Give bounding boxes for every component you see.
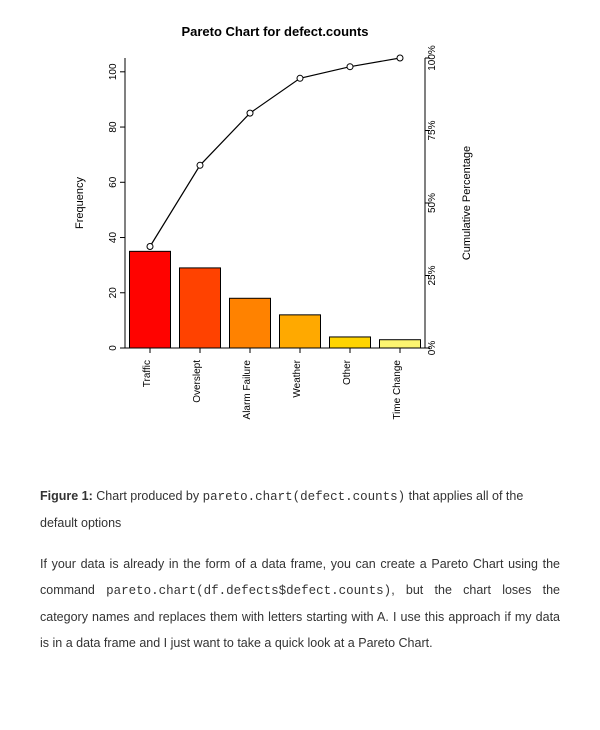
- pareto-chart: Pareto Chart for defect.counts 0 20 40 60 80 1…: [40, 8, 560, 463]
- svg-text:40: 40: [108, 232, 119, 244]
- page: Pareto Chart for defect.counts 0 20 40 60 80 1…: [0, 0, 600, 730]
- svg-text:75%: 75%: [427, 120, 438, 140]
- svg-text:Traffic: Traffic: [142, 360, 153, 387]
- svg-text:60: 60: [108, 176, 119, 188]
- svg-text:80: 80: [108, 121, 119, 133]
- svg-text:100: 100: [108, 63, 119, 80]
- caption-code: pareto.chart(defect.counts): [203, 490, 406, 504]
- svg-text:Alarm Failure: Alarm Failure: [242, 360, 253, 420]
- svg-text:Frequency: Frequency: [74, 177, 86, 229]
- pareto-chart-svg: Pareto Chart for defect.counts 0 20 40 60 80 1…: [40, 8, 510, 458]
- figure-caption: Figure 1: Chart produced by pareto.chart…: [40, 483, 560, 537]
- caption-pre: Chart produced by: [93, 489, 203, 503]
- svg-text:Overslept: Overslept: [192, 360, 203, 403]
- svg-text:Cumulative Percentage: Cumulative Percentage: [461, 146, 473, 260]
- svg-text:Weather: Weather: [292, 359, 303, 397]
- figure-label: Figure 1:: [40, 489, 93, 503]
- body-paragraph: If your data is already in the form of a…: [40, 551, 560, 657]
- svg-text:20: 20: [108, 287, 119, 299]
- svg-text:Pareto Chart for defect.counts: Pareto Chart for defect.counts: [181, 24, 368, 39]
- svg-text:100%: 100%: [427, 45, 438, 71]
- body-code: pareto.chart(df.defects$defect.counts): [106, 584, 391, 598]
- svg-text:25%: 25%: [427, 265, 438, 285]
- svg-text:0%: 0%: [427, 341, 438, 356]
- svg-text:Time Change: Time Change: [392, 360, 403, 420]
- svg-text:50%: 50%: [427, 193, 438, 213]
- svg-text:0: 0: [108, 345, 119, 351]
- svg-text:Other: Other: [342, 359, 353, 385]
